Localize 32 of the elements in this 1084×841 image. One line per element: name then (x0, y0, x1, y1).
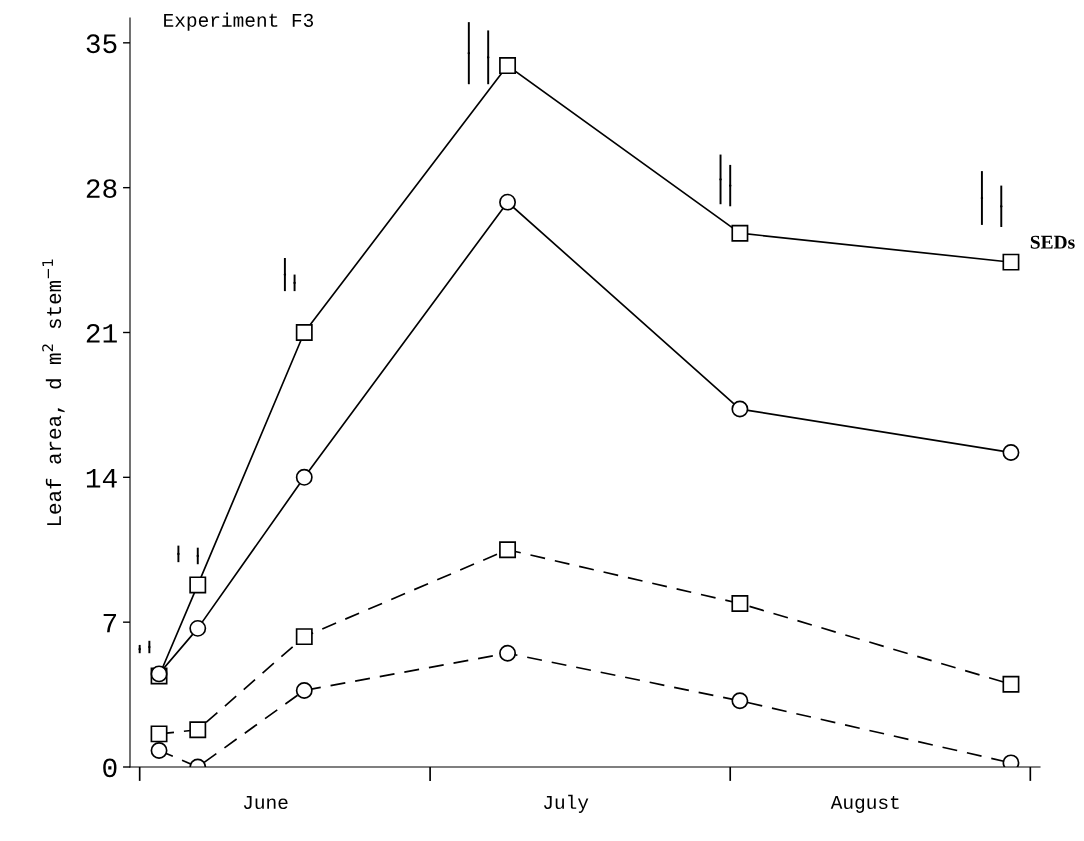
x-tick-label: June (243, 796, 288, 810)
x-tick-label: August (830, 795, 899, 813)
point (189, 619, 207, 637)
point (189, 721, 207, 739)
y-tick-label: 28 (86, 179, 117, 198)
point (499, 541, 517, 559)
point (731, 595, 749, 613)
x-tick-label: July (543, 794, 589, 813)
annotation: Experiment F3 (164, 12, 314, 31)
point (499, 57, 517, 75)
point (731, 224, 749, 242)
point (1002, 675, 1020, 693)
y-tick-label: 0 (103, 758, 117, 778)
y-tick-label: 7 (103, 613, 117, 633)
point (295, 324, 313, 341)
point (189, 576, 207, 594)
y-tick-label: 21 (86, 323, 117, 343)
point (1002, 444, 1020, 461)
point (731, 692, 749, 710)
point (295, 681, 313, 699)
point (295, 628, 313, 646)
point (295, 468, 313, 486)
point (499, 644, 517, 662)
point (150, 741, 168, 759)
point (1002, 253, 1020, 271)
y-tick-label: 14 (86, 469, 117, 488)
point (499, 193, 517, 211)
y-axis-title: Leaf area, d m$^{2}$ stem$^{−1}$ (42, 259, 65, 526)
point (731, 400, 749, 418)
y-tick-label: 35 (86, 34, 117, 54)
point (150, 725, 168, 743)
annotation: SEDs (1030, 235, 1075, 249)
